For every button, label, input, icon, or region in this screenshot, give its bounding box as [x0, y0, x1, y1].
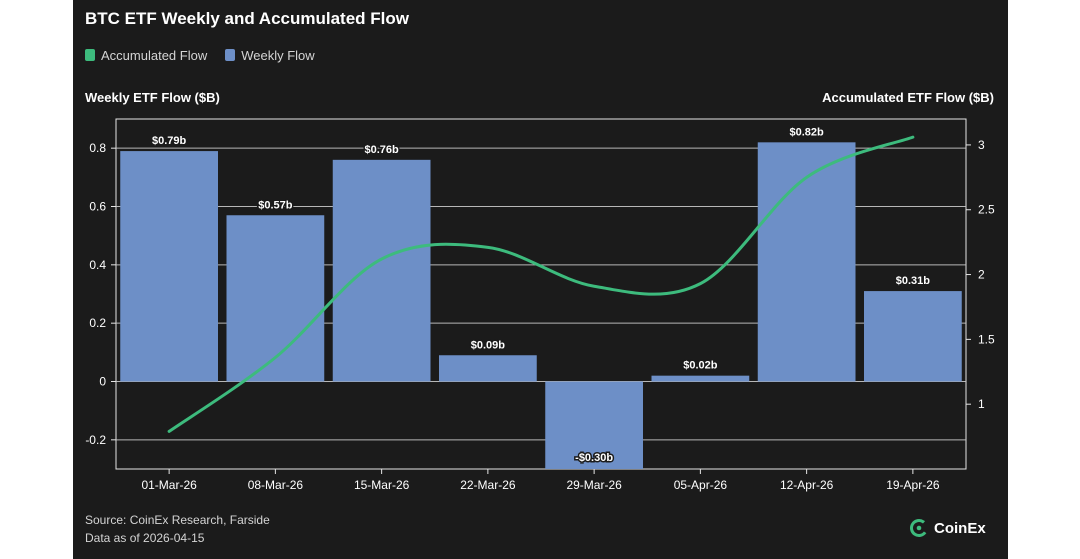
- right-tick-label-2: 2: [978, 268, 985, 282]
- bar-7: [864, 291, 962, 382]
- source-text: Source: CoinEx Research, Farside: [85, 513, 270, 527]
- accumulated-flow-line: [167, 135, 915, 433]
- bar-label-6: $0.82b: [790, 126, 825, 138]
- bar-label-2: $0.76b: [365, 144, 400, 156]
- bar-0: [120, 151, 218, 382]
- chart-plot: -0.2 0 0.2 0.4 0.6 0.8 1 1.5 2 2.5 3 $0.79b $0.57b $0…: [85, 118, 995, 492]
- x-tick-label-1: 08-Mar-26: [248, 478, 304, 492]
- legend-label-accumulated: Accumulated Flow: [101, 47, 208, 63]
- x-tick-label-2: 15-Mar-26: [354, 478, 410, 492]
- bar-4: [545, 381, 643, 469]
- legend: Accumulated Flow Weekly Flow: [85, 46, 315, 64]
- right-tick-label-3: 2.5: [978, 203, 995, 217]
- legend-swatch-weekly: [225, 49, 236, 61]
- x-tick-label-4: 29-Mar-26: [566, 478, 622, 492]
- x-tick-label-6: 12-Apr-26: [780, 478, 834, 492]
- legend-item-accumulated: Accumulated Flow: [85, 48, 207, 63]
- left-tick-label-4: 0.6: [89, 200, 106, 214]
- x-tick-label-0: 01-Mar-26: [141, 478, 197, 492]
- left-tick-label-0: -0.2: [85, 433, 106, 447]
- coinex-logo: CoinEx: [909, 518, 986, 538]
- left-tick-label-1: 0: [99, 375, 106, 389]
- chart-title: BTC ETF Weekly and Accumulated Flow: [85, 9, 409, 28]
- left-axis-title: Weekly ETF Flow ($B): [85, 90, 220, 105]
- bar-label-4: -$0.30b: [575, 452, 613, 464]
- right-tick-label-0: 1: [978, 397, 985, 411]
- bar-label-7: $0.31b: [896, 275, 931, 287]
- bar-3: [439, 355, 537, 382]
- plot-frame: [115, 118, 967, 470]
- x-tick-label-5: 05-Apr-26: [674, 478, 728, 492]
- left-tick-label-5: 0.8: [89, 141, 106, 155]
- bar-label-3: $0.09b: [471, 339, 506, 351]
- legend-label-weekly: Weekly Flow: [241, 47, 315, 63]
- chart-panel: BTC ETF Weekly and Accumulated Flow Accu…: [73, 0, 1008, 559]
- legend-item-weekly: Weekly Flow: [225, 47, 315, 63]
- bar-1: [226, 215, 325, 382]
- coinex-icon: [910, 519, 928, 537]
- bar-label-5: $0.02b: [683, 360, 718, 372]
- x-tick-label-7: 19-Apr-26: [886, 478, 940, 492]
- left-tick-label-3: 0.4: [89, 258, 106, 272]
- right-axis-title: Accumulated ETF Flow ($B): [822, 90, 994, 105]
- right-tick-label-1: 1.5: [978, 332, 995, 346]
- brand-name: CoinEx: [934, 519, 986, 537]
- bar-5: [651, 375, 750, 382]
- date-text: Data as of 2026-04-15: [85, 531, 205, 545]
- x-tick-label-3: 22-Mar-26: [460, 478, 516, 492]
- left-tick-label-2: 0.2: [89, 316, 106, 330]
- right-tick-label-4: 3: [978, 138, 985, 152]
- bar-label-0: $0.79b: [152, 135, 187, 147]
- bar-label-1: $0.57b: [258, 199, 293, 211]
- legend-swatch-accumulated: [85, 49, 95, 61]
- bar-6: [757, 142, 856, 382]
- bar-2: [332, 159, 431, 382]
